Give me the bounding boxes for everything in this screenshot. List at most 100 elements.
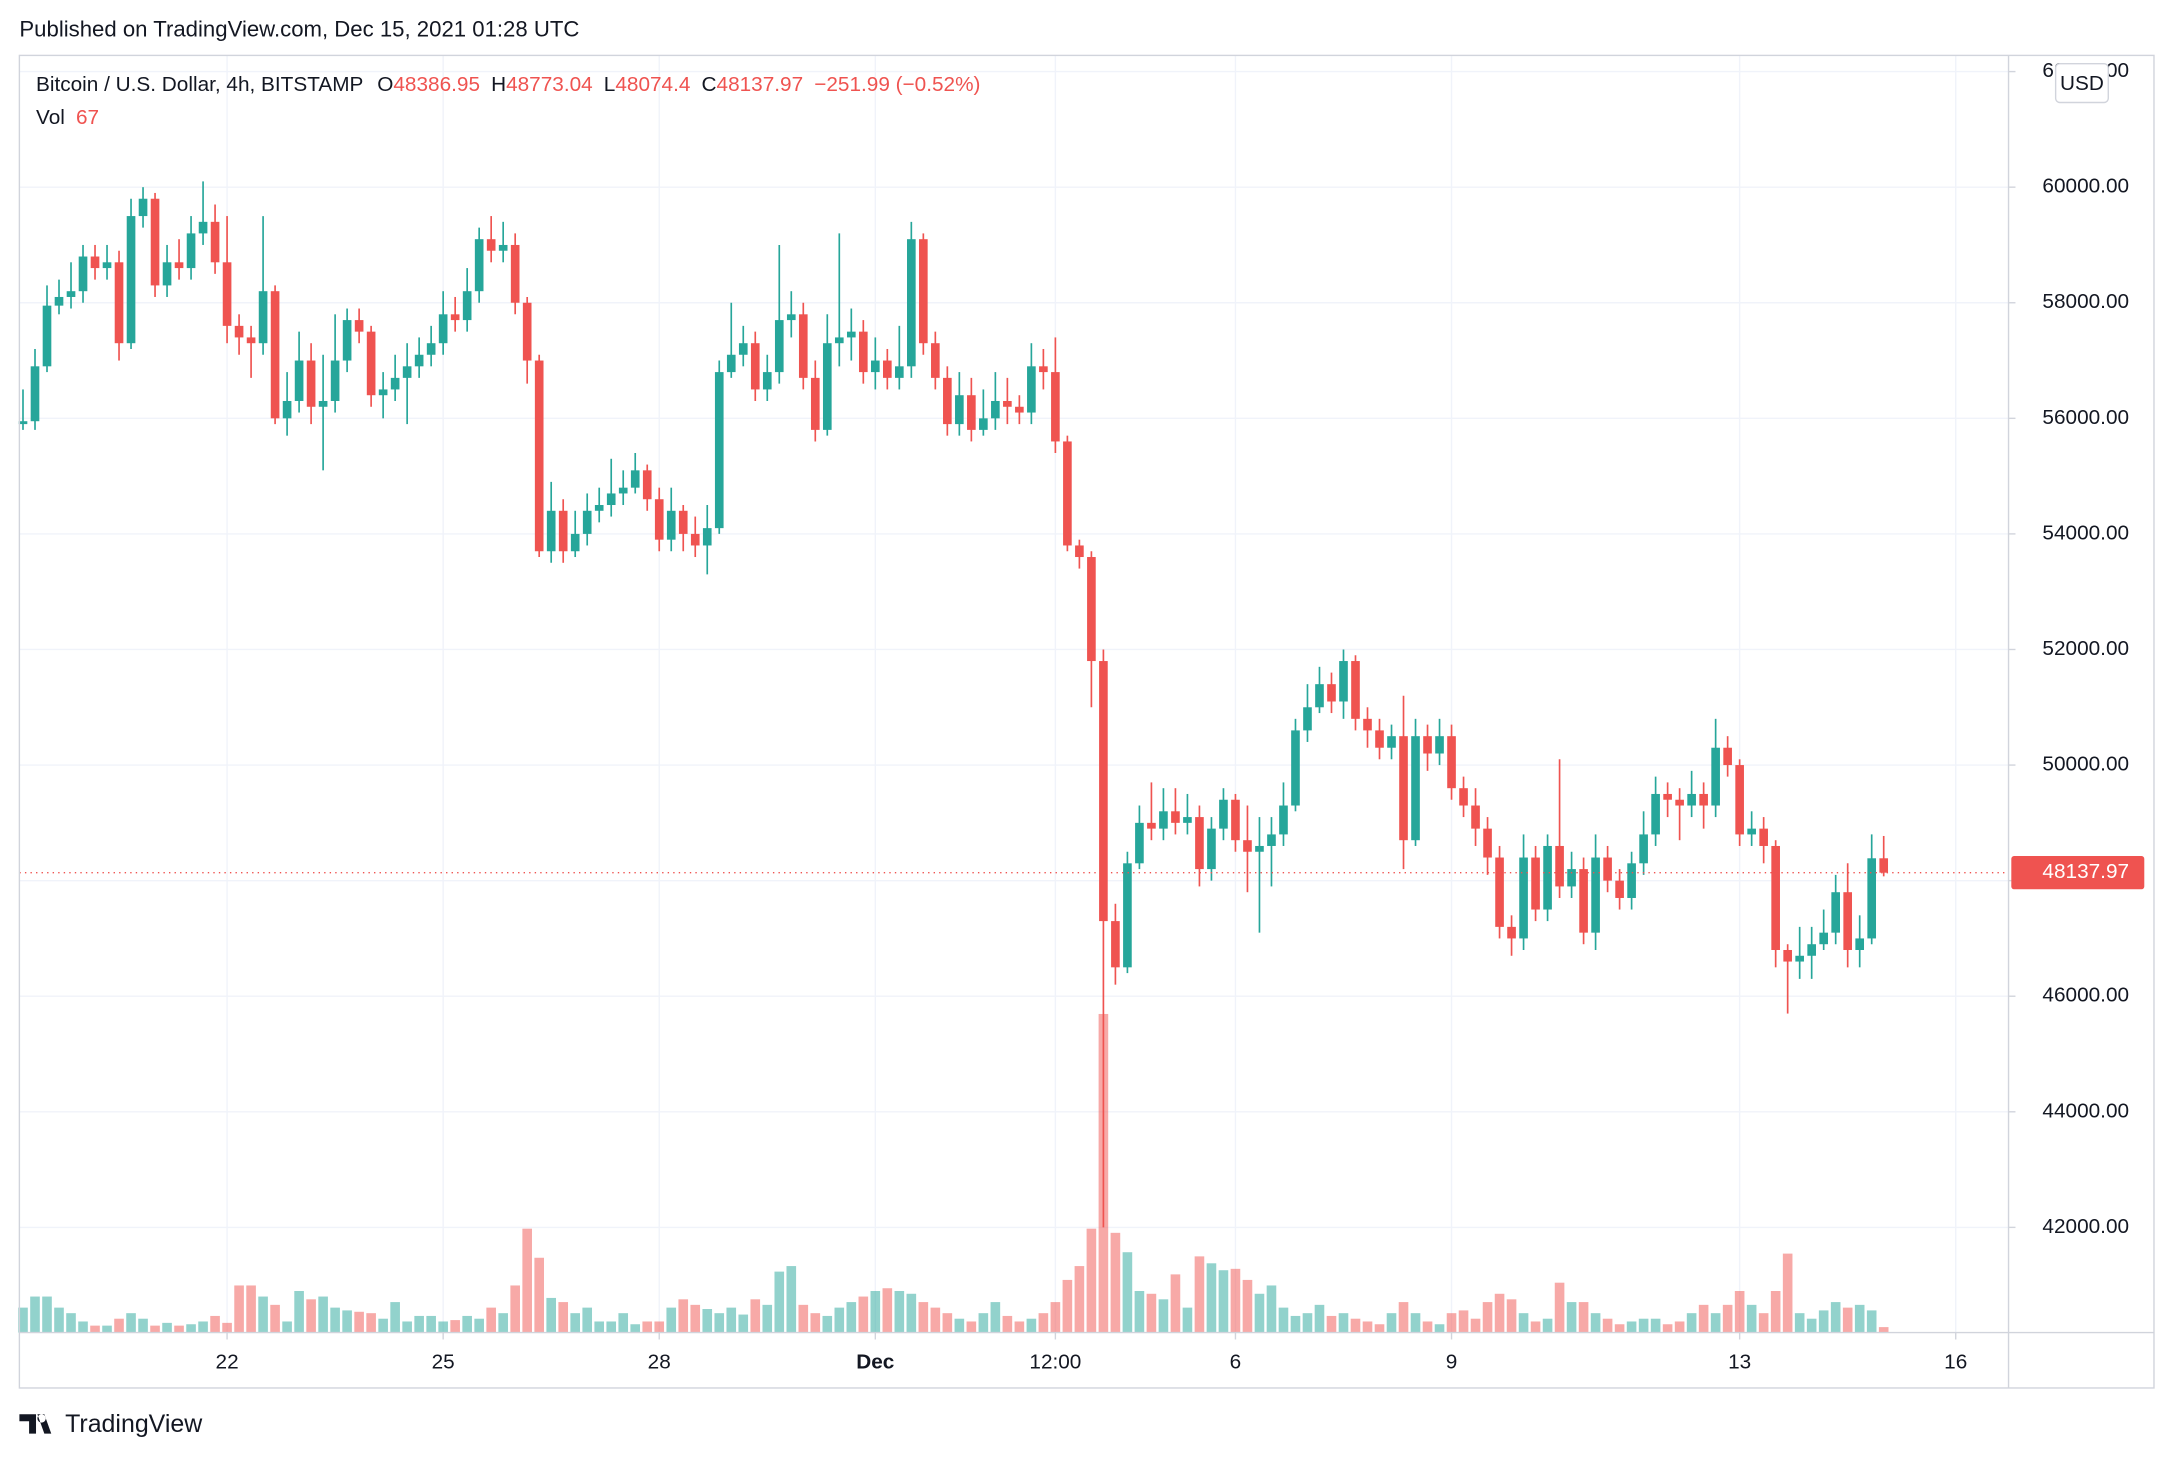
volume-bar — [1158, 1299, 1169, 1333]
candle-body — [1063, 441, 1072, 546]
last-price-label: 48137.97 — [2042, 860, 2129, 883]
candle-body — [1231, 799, 1240, 841]
volume-bar — [1590, 1313, 1601, 1333]
candle-body — [1459, 788, 1468, 806]
candle-body — [198, 221, 208, 234]
volume-bar — [714, 1313, 725, 1333]
y-tick-label: 50000.00 — [2042, 753, 2129, 776]
x-tick-label: Dec — [856, 1351, 894, 1374]
candle-body — [1135, 822, 1144, 864]
candle-body — [1147, 822, 1156, 829]
candle-body — [955, 395, 964, 425]
candle-body — [1759, 828, 1768, 846]
candle-body — [306, 360, 316, 407]
candle-body — [702, 528, 712, 546]
candle-body — [1039, 366, 1048, 373]
volume-bar — [942, 1313, 953, 1333]
candle-body — [846, 331, 856, 338]
volume-bar — [1338, 1313, 1349, 1333]
volume-bar — [1254, 1293, 1265, 1333]
candle-body — [1723, 747, 1732, 766]
volume-bar — [210, 1315, 220, 1333]
volume-bar — [1494, 1293, 1505, 1333]
volume-bar — [1230, 1268, 1241, 1333]
symbol: Bitcoin / U.S. Dollar, 4h, BITSTAMP — [36, 73, 363, 96]
candle-body — [1399, 736, 1408, 841]
volume-bar — [750, 1299, 761, 1333]
candle-body — [1771, 845, 1780, 950]
volume-bar — [114, 1318, 124, 1333]
candle-body — [1435, 736, 1444, 754]
volume-bar — [642, 1321, 653, 1333]
candle-body — [738, 343, 748, 355]
volume-bar — [1530, 1321, 1541, 1333]
candle-body — [366, 331, 376, 396]
candle-body — [1651, 793, 1660, 835]
candle-body — [1015, 406, 1024, 413]
candle-body — [798, 314, 808, 378]
volume-bar — [1794, 1313, 1805, 1333]
volume-bar — [1722, 1304, 1733, 1333]
candle-body — [895, 366, 904, 378]
candle-body — [1591, 857, 1600, 933]
ohlc-value: 48137.97 — [717, 73, 804, 96]
candle-body — [858, 331, 868, 373]
last-price-box — [2011, 856, 2145, 890]
volume-bar — [1758, 1313, 1769, 1333]
candle-body — [1363, 718, 1372, 731]
x-tick-label: 25 — [432, 1351, 455, 1374]
candle-body — [1339, 661, 1348, 702]
candle-body — [258, 291, 268, 344]
volume-bar — [678, 1299, 689, 1333]
candle-body — [186, 233, 196, 269]
volume-bar — [1434, 1324, 1445, 1333]
candle-body — [42, 305, 52, 367]
candle-body — [1255, 845, 1264, 852]
candle-body — [30, 366, 40, 422]
volume-bar — [282, 1321, 292, 1333]
candle-body — [330, 360, 340, 401]
brand: TradingView — [65, 1410, 203, 1438]
candle-body — [630, 470, 640, 488]
candle-body — [1867, 858, 1877, 939]
volume-bar — [1002, 1315, 1013, 1333]
candle-body — [1291, 730, 1300, 806]
volume-bar — [1566, 1302, 1577, 1333]
volume-bar — [594, 1321, 605, 1333]
volume-bar — [1614, 1324, 1625, 1333]
volume-bar — [1578, 1302, 1589, 1333]
candle-body — [1243, 840, 1252, 852]
candle-body — [474, 239, 484, 292]
currency-box[interactable] — [2054, 63, 2109, 104]
candle-body — [1027, 366, 1036, 413]
candle-body — [126, 216, 136, 344]
volume-bar — [486, 1307, 496, 1333]
volume-bar — [1194, 1256, 1205, 1333]
volume-bar — [1350, 1318, 1361, 1333]
candle-body — [810, 377, 820, 430]
candle-body — [919, 239, 928, 344]
candle-body — [1819, 932, 1828, 945]
candle-layer — [18, 181, 2009, 1228]
candle-body — [102, 262, 112, 269]
volume-bar — [390, 1302, 400, 1333]
candle-body — [498, 244, 508, 251]
candle-body — [1051, 372, 1060, 442]
volume-bar — [378, 1318, 388, 1333]
volume-bar — [18, 1307, 28, 1333]
volume-bar — [1626, 1321, 1637, 1333]
candle-body — [1555, 845, 1564, 887]
x-tick-label: 13 — [1728, 1351, 1751, 1374]
y-tick-label: 60000.00 — [2042, 175, 2129, 198]
volume-bar — [246, 1285, 256, 1333]
volume-bar — [1674, 1321, 1685, 1333]
volume-bar — [138, 1318, 148, 1333]
candle-body — [1003, 400, 1012, 407]
volume-bar — [882, 1288, 893, 1333]
volume-bar — [318, 1296, 328, 1333]
y-tick-label: 44000.00 — [2042, 1099, 2129, 1122]
candle-body — [1807, 944, 1816, 956]
candle-body — [66, 291, 76, 297]
currency[interactable]: USD — [2060, 72, 2104, 95]
candle-body — [234, 325, 244, 338]
